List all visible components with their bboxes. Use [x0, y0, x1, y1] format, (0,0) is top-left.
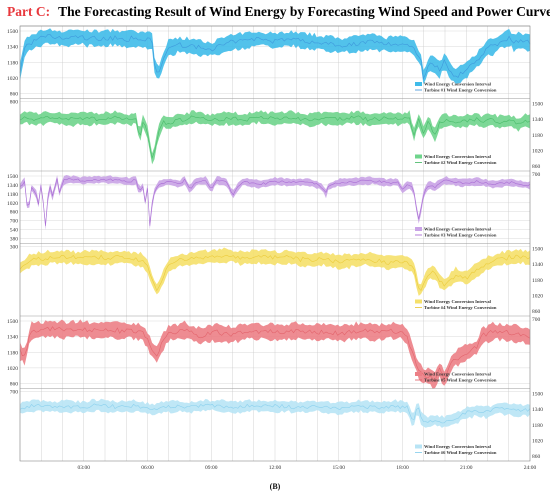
- y-tick-right: 1020: [532, 293, 543, 299]
- y-tick-right: 1500: [532, 392, 543, 398]
- figure-caption: (B): [270, 482, 281, 491]
- y-tick-left: 1180: [7, 350, 18, 356]
- x-tick-label: 15:00: [332, 465, 345, 471]
- interval-band: [20, 247, 530, 296]
- turbine-line: [19, 115, 531, 159]
- legend-label-line: Turbine #3 Wind Energy Conversion: [424, 233, 497, 238]
- title-text: The Forecasting Result of Wind Energy by…: [58, 4, 550, 19]
- turbine-line: [19, 403, 531, 424]
- interval-band: [20, 28, 530, 85]
- legend-label-line: Turbine #4 Wind Energy Conversion: [424, 305, 497, 310]
- y-tick-left: 300: [10, 245, 19, 251]
- chart-title: Part C: The Forecasting Result of Wind E…: [7, 3, 550, 20]
- y-tick-right: 700: [532, 317, 541, 323]
- y-tick-right: 860: [532, 454, 541, 460]
- panel-turbine-2: 800 1500 1340 1180 1020 860 Wind Energy Conver…: [10, 98, 543, 170]
- y-tick-left: 1500: [7, 319, 18, 325]
- y-tick-left: 540: [10, 228, 19, 234]
- y-tick-right: 860: [532, 164, 541, 170]
- title-prefix: Part C:: [7, 4, 50, 19]
- panel-turbine-4: 300 1500 1340 1180 1020 860 Wind Energy Conver…: [10, 243, 543, 315]
- interval-band: [20, 110, 530, 165]
- y-tick-right: 1180: [532, 133, 543, 139]
- legend-swatch-band: [415, 154, 422, 159]
- x-tick-label: 03:00: [77, 465, 90, 471]
- y-tick-right: 700: [532, 172, 541, 178]
- x-tick-label: 09:00: [205, 465, 218, 471]
- y-tick-right: 1340: [532, 117, 543, 123]
- y-tick-left: 1020: [7, 76, 18, 82]
- legend-label-band: Wind Energy Conversion Interval: [424, 372, 492, 377]
- x-axis: 03:00 06:00 09:00 12:00 15:00 18:00 21:00 24:00: [77, 465, 536, 471]
- y-tick-right: 1180: [532, 278, 543, 284]
- y-tick-right: 1340: [532, 407, 543, 413]
- legend-label-line: Turbine #1 Wind Energy Conversion: [424, 88, 497, 93]
- y-tick-left: 800: [10, 100, 19, 106]
- y-tick-right: 860: [532, 309, 541, 315]
- interval-band: [20, 319, 530, 389]
- turbine-line: [19, 178, 531, 226]
- legend-label-band: Wind Energy Conversion Interval: [424, 154, 492, 159]
- y-tick-left: 1180: [7, 60, 18, 66]
- turbine-line: [19, 34, 531, 80]
- y-tick-left: 1500: [7, 174, 18, 180]
- y-tick-left: 1340: [7, 335, 18, 341]
- y-tick-right: 1500: [532, 102, 543, 108]
- legend-swatch-band: [415, 372, 422, 376]
- legend-label-line: Turbine #5 Wind Energy Conversion: [424, 378, 497, 383]
- y-tick-left: 1020: [7, 366, 18, 372]
- y-tick-left: 700: [10, 219, 19, 225]
- panel-turbine-5: 1500 1340 1180 1020 860 700 Wind Energy Conver…: [7, 315, 541, 389]
- y-tick-right: 1020: [532, 148, 543, 154]
- panel-turbine-1: 1500 1340 1180 1020 860 Wind Energy Conversio…: [7, 25, 531, 98]
- y-tick-left: 1500: [7, 29, 18, 35]
- legend-label-line: Turbine #2 Wind Energy Conversion: [424, 160, 497, 165]
- panel-turbine-3: 1500 1340 1180 1020 860 700 540 380 700 Wind Ener…: [7, 170, 541, 243]
- legend-swatch-band: [415, 444, 422, 449]
- y-tick-left: 380: [10, 237, 19, 243]
- legend-swatch-band: [415, 227, 422, 231]
- legend-swatch-band: [415, 82, 422, 86]
- y-tick-right: 1500: [532, 247, 543, 253]
- y-tick-left: 860: [10, 210, 19, 216]
- y-tick-left: 1340: [7, 183, 18, 189]
- legend-label-band: Wind Energy Conversion Interval: [424, 299, 492, 304]
- legend-label-band: Wind Energy Conversion Interval: [424, 444, 492, 449]
- y-tick-left: 1340: [7, 45, 18, 51]
- y-tick-right: 1340: [532, 262, 543, 268]
- x-tick-label: 18:00: [396, 465, 409, 471]
- legend-label-line: Turbine #6 Wind Energy Conversion: [424, 450, 497, 455]
- x-tick-label: 06:00: [141, 465, 154, 471]
- y-tick-right: 1020: [532, 438, 543, 444]
- turbine-line: [19, 254, 531, 292]
- y-tick-left: 860: [10, 92, 19, 98]
- plot-frame: [19, 25, 531, 462]
- legend-label-band: Wind Energy Conversion Interval: [424, 82, 492, 87]
- x-tick-label: 24:00: [524, 465, 537, 471]
- legend-swatch-band: [415, 299, 422, 304]
- y-tick-right: 1180: [532, 423, 543, 429]
- panels-group: 1500 1340 1180 1020 860 Wind Energy Conversio…: [7, 25, 543, 462]
- y-tick-left: 1180: [7, 192, 18, 198]
- legend-label-band: Wind Energy Conversion Interval: [424, 227, 492, 232]
- y-tick-left: 860: [10, 382, 19, 388]
- turbine-line: [19, 326, 531, 383]
- panel-turbine-6: 700 1500 1340 1180 1020 860 Wind Energy Conver…: [10, 388, 543, 460]
- y-tick-left: 1020: [7, 201, 18, 207]
- y-tick-left: 700: [10, 390, 19, 396]
- x-tick-label: 21:00: [460, 465, 473, 471]
- x-tick-label: 12:00: [269, 465, 282, 471]
